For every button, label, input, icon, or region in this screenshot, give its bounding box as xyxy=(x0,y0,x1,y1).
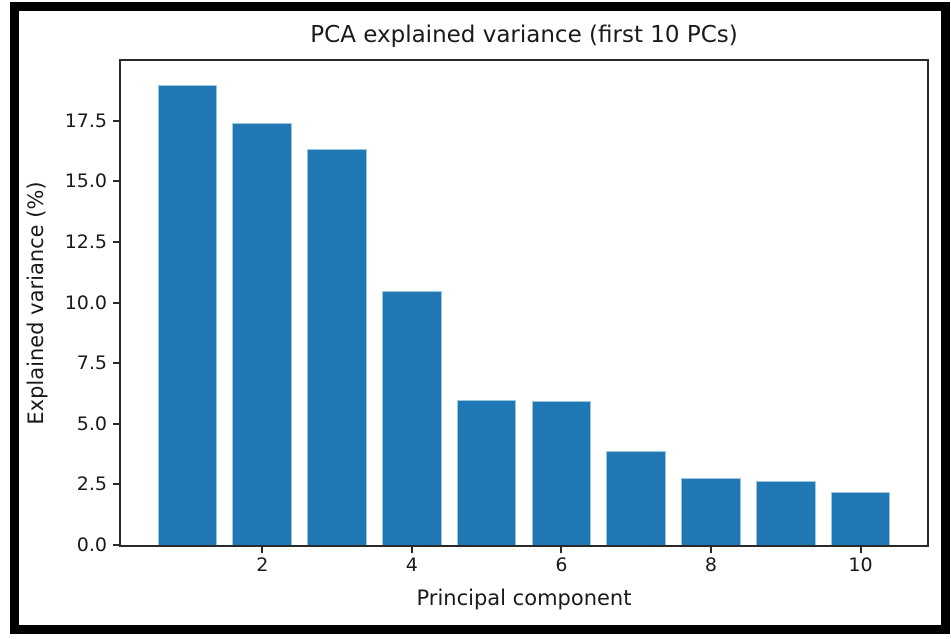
y-tick-label: 2.5 xyxy=(76,473,107,496)
y-tick-label: 5.0 xyxy=(76,412,107,435)
x-axis-label: Principal component xyxy=(416,586,632,610)
x-tick-label: 8 xyxy=(704,554,717,576)
y-tick-label: 12.5 xyxy=(64,230,107,253)
x-tick-label: 2 xyxy=(256,554,269,576)
y-tick-label: 17.5 xyxy=(64,109,107,132)
y-tick-label: 15.0 xyxy=(64,170,107,193)
x-tick-label: 10 xyxy=(848,554,873,576)
plot-area xyxy=(119,59,929,547)
y-axis-label: Explained variance (%) xyxy=(24,181,48,425)
y-tick-label: 0.0 xyxy=(76,534,107,556)
y-tick-label: 10.0 xyxy=(64,291,107,314)
x-tick-label: 6 xyxy=(555,554,568,576)
chart-title: PCA explained variance (first 10 PCs) xyxy=(310,22,738,48)
x-tick-label: 4 xyxy=(405,554,418,576)
y-tick-label: 7.5 xyxy=(76,352,107,375)
